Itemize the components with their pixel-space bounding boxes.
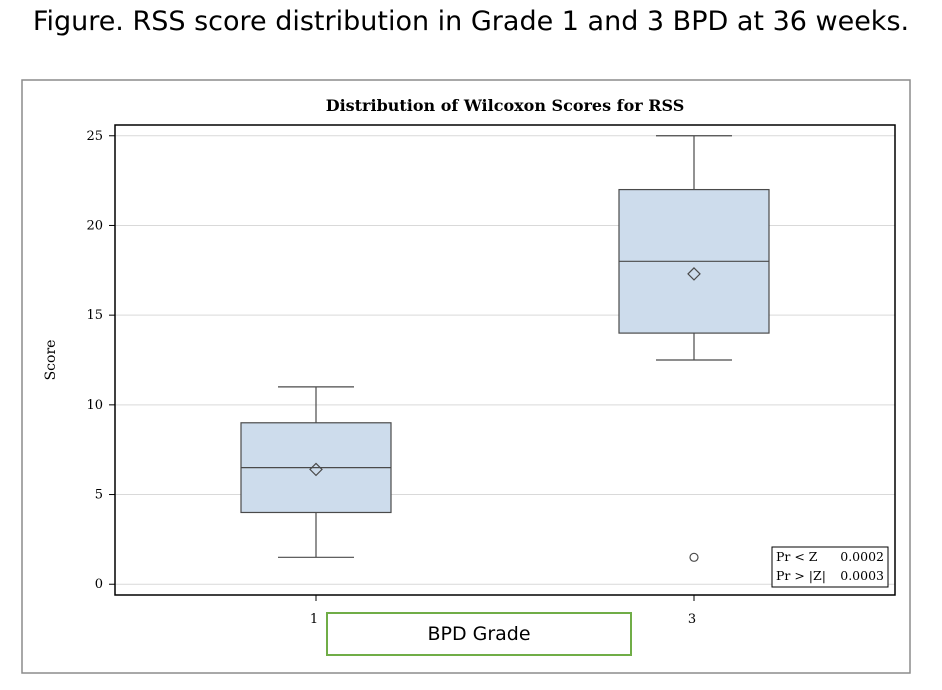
mean-marker-1 — [309, 462, 323, 477]
y-tick-label-20: 20 — [86, 218, 103, 233]
stats-row-1-value: 0.0002 — [840, 549, 884, 564]
x-axis-label-box: BPD Grade — [326, 612, 632, 656]
plot-area-frame — [114, 124, 896, 596]
outlier-3-0 — [689, 552, 699, 562]
box-group-1 — [240, 386, 392, 558]
stats-inset: Pr < Z 0.0002 Pr > |Z| 0.0003 — [771, 546, 889, 588]
y-tick-label-10: 10 — [86, 398, 103, 413]
y-axis: 0 5 10 15 20 25 — [86, 129, 115, 592]
chart-title: Distribution of Wilcoxon Scores for RSS — [326, 96, 685, 115]
y-tick-label-0: 0 — [95, 577, 103, 592]
box-series — [240, 135, 770, 562]
stats-row-2-value: 0.0003 — [840, 568, 884, 583]
y-tick-label-5: 5 — [95, 488, 103, 503]
figure-caption: Figure. RSS score distribution in Grade … — [32, 6, 910, 37]
stats-inset-frame — [771, 546, 889, 588]
outer-frame — [21, 79, 911, 674]
stats-row-2-label: Pr > |Z| — [776, 568, 826, 583]
x-axis-label: BPD Grade — [427, 623, 531, 645]
y-tick-label-25: 25 — [86, 129, 103, 144]
x-tick-label-1: 1 — [310, 612, 318, 627]
mean-marker-3 — [687, 267, 701, 281]
y-tick-label-15: 15 — [86, 308, 103, 323]
box-group-3 — [618, 135, 770, 562]
x-tick-label-3: 3 — [688, 612, 696, 627]
y-axis-label: Score — [43, 340, 59, 381]
stats-row-1-label: Pr < Z — [776, 549, 818, 564]
